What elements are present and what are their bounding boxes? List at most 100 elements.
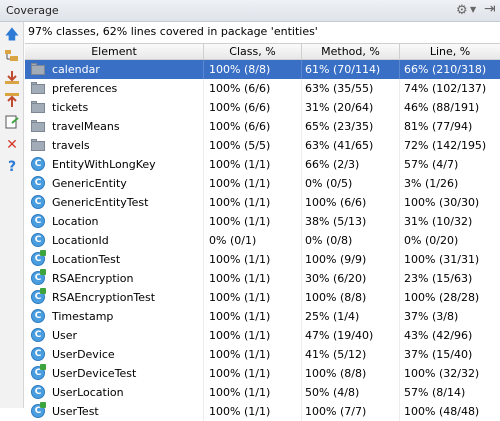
row-method-coverage: 100% (8/8) <box>305 291 367 304</box>
table-row[interactable]: C UserDevice 100% (1/1) 41% (5/12) 37% (15/4… <box>25 345 500 364</box>
close-icon[interactable]: ✕ <box>6 137 18 153</box>
column-divider <box>399 212 400 231</box>
column-divider <box>399 60 400 79</box>
row-element-name: calendar <box>52 63 100 76</box>
package-icon <box>31 138 45 152</box>
column-divider <box>203 193 204 212</box>
row-element-name: UserDeviceTest <box>52 367 137 380</box>
row-line-coverage: 57% (4/7) <box>404 158 459 171</box>
row-line-coverage: 3% (1/26) <box>404 177 459 190</box>
column-divider <box>203 98 204 117</box>
column-divider <box>301 174 302 193</box>
column-header-method[interactable]: Method, % <box>321 45 380 58</box>
row-method-coverage: 0% (0/8) <box>305 234 353 247</box>
table-row[interactable]: C User 100% (1/1) 47% (19/40) 43% (42/96) <box>25 326 500 345</box>
chevron-down-icon[interactable]: ▼ <box>470 5 477 14</box>
table-row[interactable]: preferences 100% (6/6) 63% (35/55) 74% (102… <box>25 79 500 98</box>
column-divider <box>301 288 302 307</box>
column-divider <box>301 383 302 402</box>
row-element-name: EntityWithLongKey <box>52 158 156 171</box>
title-bar: Coverage ⚙ ▼ ⇥ <box>0 0 500 22</box>
generate-report-icon[interactable] <box>3 114 21 132</box>
minimize-icon[interactable]: ⇥ <box>484 1 496 17</box>
column-divider <box>203 345 204 364</box>
row-line-coverage: 74% (102/137) <box>404 82 487 95</box>
column-divider <box>203 79 204 98</box>
row-method-coverage: 100% (6/6) <box>305 196 367 209</box>
class-icon: C <box>31 309 45 323</box>
test-class-icon: C <box>31 269 46 285</box>
row-method-coverage: 63% (35/55) <box>305 82 374 95</box>
class-icon: C <box>31 214 45 228</box>
row-class-coverage: 100% (1/1) <box>209 215 271 228</box>
table-row[interactable]: C UserDeviceTest 100% (1/1) 100% (8/8) 100% … <box>25 364 500 383</box>
row-method-coverage: 30% (6/20) <box>305 272 367 285</box>
table-row[interactable]: C GenericEntity 100% (1/1) 0% (0/5) 3% (1/26… <box>25 174 500 193</box>
column-divider <box>203 136 204 155</box>
row-element-name: Location <box>52 215 99 228</box>
column-divider <box>301 231 302 250</box>
arrow-up-icon[interactable]: 🡅 <box>4 27 20 43</box>
import-icon[interactable] <box>3 70 21 88</box>
row-class-coverage: 100% (6/6) <box>209 120 271 133</box>
column-divider <box>203 250 204 269</box>
column-divider <box>203 326 204 345</box>
table-row[interactable]: C Location 100% (1/1) 38% (5/13) 31% (10/32) <box>25 212 500 231</box>
column-divider <box>203 174 204 193</box>
column-divider <box>399 326 400 345</box>
column-divider <box>203 117 204 136</box>
column-divider <box>399 250 400 269</box>
table-row[interactable]: tickets 100% (6/6) 31% (20/64) 46% (88/191) <box>25 98 500 117</box>
row-method-coverage: 100% (7/7) <box>305 405 367 418</box>
table-row[interactable]: C UserLocation 100% (1/1) 50% (4/8) 57% (8/1… <box>25 383 500 402</box>
column-header-element[interactable]: Element <box>91 45 137 58</box>
column-divider <box>399 364 400 383</box>
table-row[interactable]: calendar 100% (8/8) 61% (70/114) 66% (210/3… <box>25 60 500 79</box>
column-divider <box>399 174 400 193</box>
window-title: Coverage <box>6 4 59 17</box>
row-method-coverage: 50% (4/8) <box>305 386 360 399</box>
column-divider <box>399 231 400 250</box>
flatten-packages-icon[interactable] <box>3 48 21 66</box>
table-row[interactable]: C RSAEncryptionTest 100% (1/1) 100% (8/8) 10… <box>25 288 500 307</box>
row-element-name: GenericEntityTest <box>52 196 149 209</box>
row-element-name: preferences <box>52 82 118 95</box>
table-row[interactable]: C RSAEncryption 100% (1/1) 30% (6/20) 23% (1… <box>25 269 500 288</box>
column-divider <box>203 231 204 250</box>
table-row[interactable]: travels 100% (5/5) 63% (41/65) 72% (142/195… <box>25 136 500 155</box>
coverage-toolbar: 🡅 ✕ ? <box>0 22 24 408</box>
column-header-class[interactable]: Class, % <box>229 45 276 58</box>
row-class-coverage: 100% (1/1) <box>209 196 271 209</box>
help-icon[interactable]: ? <box>7 159 17 175</box>
table-row[interactable]: C GenericEntityTest 100% (1/1) 100% (6/6) 10… <box>25 193 500 212</box>
table-row[interactable]: C UserTest 100% (1/1) 100% (7/7) 100% (48/48… <box>25 402 500 421</box>
class-icon: C <box>31 328 45 342</box>
row-element-name: GenericEntity <box>52 177 127 190</box>
row-line-coverage: 72% (142/195) <box>404 139 487 152</box>
row-class-coverage: 100% (5/5) <box>209 139 271 152</box>
table-row[interactable]: C LocationTest 100% (1/1) 100% (9/9) 100% (3… <box>25 250 500 269</box>
column-divider <box>399 307 400 326</box>
column-divider <box>203 155 204 174</box>
table-row[interactable]: C Timestamp 100% (1/1) 25% (1/4) 37% (3/8) <box>25 307 500 326</box>
export-icon[interactable] <box>3 92 21 110</box>
column-divider <box>203 269 204 288</box>
row-line-coverage: 100% (28/28) <box>404 291 480 304</box>
row-class-coverage: 100% (1/1) <box>209 329 271 342</box>
table-row[interactable]: C EntityWithLongKey 100% (1/1) 66% (2/3) 57%… <box>25 155 500 174</box>
coverage-summary: 97% classes, 62% lines covered in packag… <box>28 25 318 38</box>
column-header-line[interactable]: Line, % <box>429 45 471 58</box>
table-row[interactable]: travelMeans 100% (6/6) 65% (23/35) 81% (77/… <box>25 117 500 136</box>
package-icon <box>31 81 45 95</box>
row-class-coverage: 100% (1/1) <box>209 158 271 171</box>
column-divider <box>203 60 204 79</box>
row-class-coverage: 100% (1/1) <box>209 386 271 399</box>
row-element-name: RSAEncryptionTest <box>52 291 156 304</box>
table-row[interactable]: C LocationId 0% (0/1) 0% (0/8) 0% (0/20) <box>25 231 500 250</box>
gear-icon[interactable]: ⚙ <box>456 3 468 18</box>
column-divider <box>399 136 400 155</box>
row-line-coverage: 37% (3/8) <box>404 310 459 323</box>
row-line-coverage: 43% (42/96) <box>404 329 473 342</box>
column-divider <box>203 288 204 307</box>
package-icon <box>31 62 45 76</box>
